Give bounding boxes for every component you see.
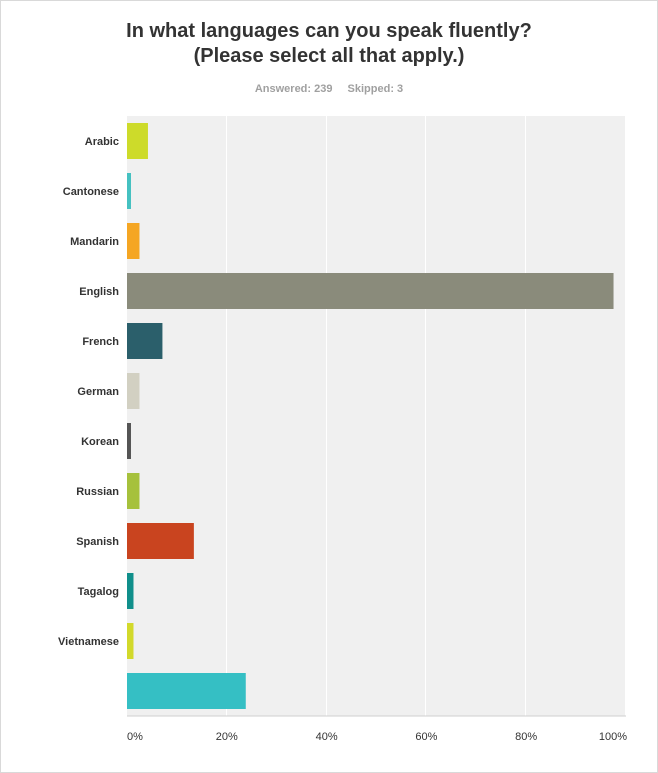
bar[interactable]: [127, 673, 246, 709]
category-label: Korean: [81, 436, 119, 448]
x-tick-label: 80%: [515, 731, 537, 743]
plot-background: [127, 116, 626, 716]
question-title-line-1: In what languages can you speak fluently…: [126, 20, 532, 42]
category-label: Russian: [76, 486, 119, 498]
x-tick-label: 100%: [599, 731, 627, 743]
response-stats: Answered: 239 Skipped: 3: [1, 83, 657, 95]
category-label: Cantonese: [63, 186, 119, 198]
bars: [127, 123, 614, 709]
bar[interactable]: [127, 323, 163, 359]
x-tick-label: 20%: [216, 731, 238, 743]
x-tick-label: 60%: [415, 731, 437, 743]
category-label: Vietnamese: [58, 636, 119, 648]
question-title-line-2: (Please select all that apply.): [193, 45, 465, 67]
answered-count: Answered: 239: [254, 83, 333, 95]
category-label: French: [82, 336, 119, 348]
bar[interactable]: [127, 373, 140, 409]
category-label: German: [77, 386, 119, 398]
bar[interactable]: [127, 573, 134, 609]
gridlines: [226, 116, 626, 716]
bar[interactable]: [127, 523, 194, 559]
bar[interactable]: [127, 473, 140, 509]
category-label: Arabic: [85, 136, 119, 148]
bar[interactable]: [127, 623, 134, 659]
category-label: English: [79, 286, 119, 298]
skipped-count: Skipped: 3: [347, 83, 404, 95]
bar[interactable]: [127, 423, 131, 459]
x-tick-label: 0%: [127, 731, 143, 743]
category-label: Spanish: [76, 536, 119, 548]
bar[interactable]: [127, 223, 140, 259]
bar[interactable]: [127, 123, 148, 159]
category-labels: Arabic Cantonese Mandarin English French Germ…: [58, 136, 119, 648]
bar[interactable]: [127, 273, 614, 309]
category-label: Mandarin: [70, 236, 119, 248]
x-tick-label: 40%: [316, 731, 338, 743]
category-label: Tagalog: [78, 586, 119, 598]
question-title: In what languages can you speak fluently…: [1, 19, 657, 69]
bar[interactable]: [127, 173, 131, 209]
x-tick-labels: 0% 20% 40% 60% 80% 100%: [127, 731, 627, 743]
